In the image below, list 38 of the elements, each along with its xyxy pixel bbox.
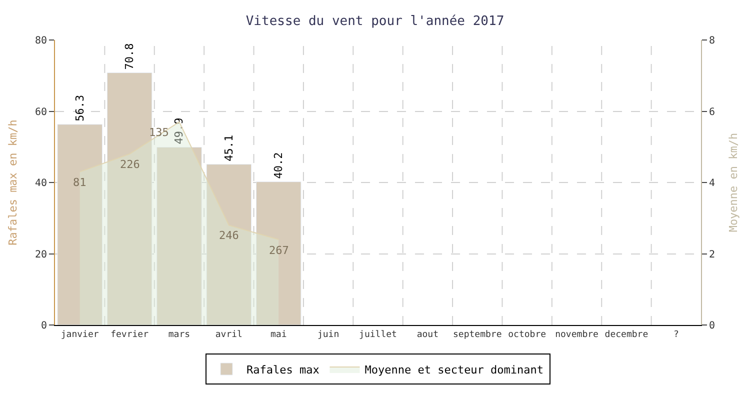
x-tick-label: septembre	[452, 330, 502, 340]
y2-tick-label: 6	[709, 106, 716, 118]
y-axis-title: Rafales max en km/h	[6, 120, 20, 246]
y2-tick-label: 2	[709, 249, 716, 260]
annotation: 135	[149, 126, 169, 139]
y-tick-label: 0	[40, 320, 47, 332]
annotation: 267	[269, 244, 289, 257]
data-label: 45.1	[222, 134, 236, 162]
y2-tick-label: 4	[709, 178, 716, 189]
x-tick-label: juillet	[359, 330, 397, 340]
y-tick-label: 40	[34, 178, 47, 189]
y-tick-label: 80	[34, 36, 47, 46]
x-tick-label: fevrier	[110, 330, 150, 340]
x-tick-label: mars	[168, 330, 190, 340]
x-tick-label: juin	[317, 330, 340, 340]
annotation: 226	[120, 158, 140, 171]
y-tick-label: 60	[34, 106, 47, 118]
x-tick-label: avril	[215, 330, 242, 340]
x-tick-label: mai	[270, 330, 287, 340]
x-tick-label: ?	[673, 330, 679, 340]
annotation: 81	[73, 176, 86, 189]
x-tick-label: aout	[416, 330, 439, 340]
x-tick-label: janvier	[60, 330, 100, 340]
data-label: 70.8	[123, 43, 136, 70]
x-tick-label: decembre	[604, 330, 648, 340]
data-label: 40.2	[272, 152, 286, 179]
chart-title: Vitesse du vent pour l'année 2017	[246, 14, 504, 30]
y2-axis-title: Moyenne en km/h	[727, 132, 740, 232]
x-tick-label: octobre	[508, 330, 546, 340]
data-label: 56.3	[73, 94, 86, 122]
legend-label: Rafales max	[246, 363, 320, 376]
x-tick-label: novembre	[555, 330, 598, 340]
y-tick-label: 20	[34, 249, 47, 260]
y2-tick-label: 8	[709, 36, 716, 46]
annotation: 246	[219, 229, 239, 242]
data-label: 49.9	[172, 118, 186, 144]
y2-tick-label: 0	[709, 320, 716, 332]
legend-label: Moyenne et secteur dominant	[364, 363, 544, 376]
